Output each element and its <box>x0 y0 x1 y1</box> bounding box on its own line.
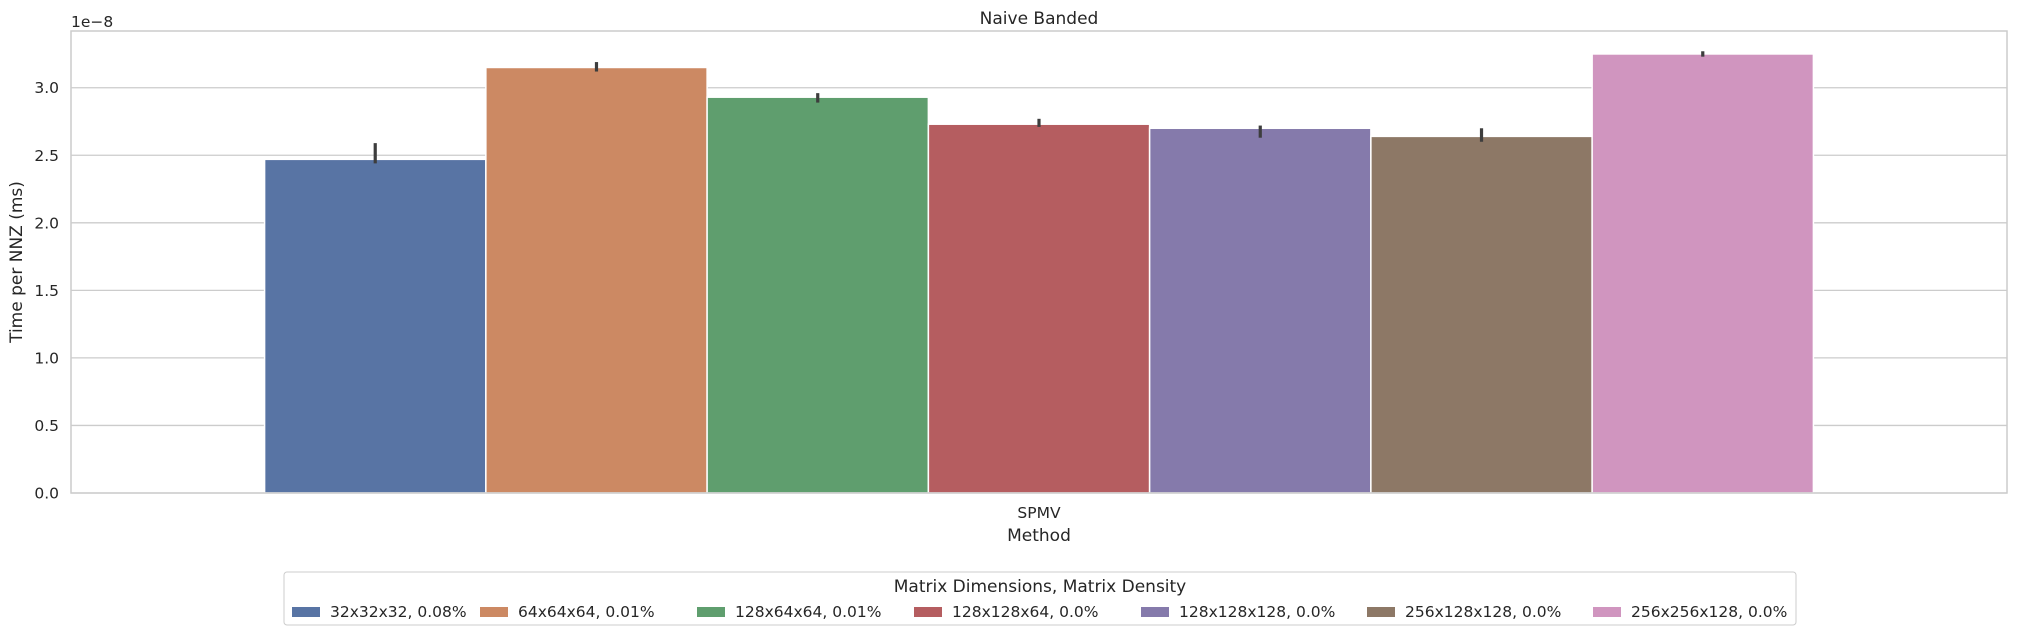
y-tick-label: 1.0 <box>34 349 59 367</box>
legend-swatch <box>1593 607 1621 617</box>
legend-label: 128x64x64, 0.01% <box>735 603 881 621</box>
bar <box>1148 127 1372 494</box>
y-tick-label: 2.0 <box>34 214 59 232</box>
legend-swatch <box>292 607 320 617</box>
bar <box>263 158 487 494</box>
y-tick-label: 2.5 <box>34 147 59 165</box>
y-tick-labels: 0.0 0.5 1.0 1.5 2.0 2.5 3.0 <box>34 79 59 502</box>
legend-label: 128x128x128, 0.0% <box>1179 603 1335 621</box>
legend-label: 256x256x128, 0.0% <box>1631 603 1787 621</box>
legend-label: 32x32x32, 0.08% <box>330 603 467 621</box>
legend-label: 256x128x128, 0.0% <box>1405 603 1561 621</box>
x-tick-labels: SPMV <box>1017 504 1061 522</box>
bar <box>927 123 1151 494</box>
x-tick-label: SPMV <box>1017 504 1061 522</box>
legend-swatch <box>697 607 725 617</box>
legend-box <box>283 571 1797 626</box>
chart-title: Naive Banded <box>980 9 1099 29</box>
legend-label: 64x64x64, 0.01% <box>518 603 655 621</box>
error-bars <box>373 51 1705 164</box>
bars <box>263 53 1815 494</box>
y-tick-label: 0.5 <box>34 417 59 435</box>
plot-frame <box>70 30 2008 494</box>
y-tick-label: 1.5 <box>34 282 59 300</box>
legend-swatch <box>1141 607 1169 617</box>
legend-items: 32x32x32, 0.08% 64x64x64, 0.01% 128x64x64,… <box>292 603 1787 621</box>
legend-swatch <box>914 607 942 617</box>
legend: Matrix Dimensions, Matrix Density 32x32x… <box>283 571 1797 626</box>
bar <box>1370 135 1593 494</box>
legend-title: Matrix Dimensions, Matrix Density <box>894 577 1187 597</box>
bar <box>1591 53 1815 494</box>
legend-label: 128x128x64, 0.0% <box>952 603 1098 621</box>
bar <box>706 96 930 494</box>
y-tick-label: 0.0 <box>34 485 59 503</box>
y-axis-label: Time per NNZ (ms) <box>7 181 27 344</box>
bar <box>485 66 708 494</box>
legend-swatch <box>480 607 508 617</box>
legend-swatch <box>1367 607 1395 617</box>
y-tick-label: 3.0 <box>34 79 59 97</box>
x-axis-label: Method <box>1007 526 1071 546</box>
y-offset-text: 1e−8 <box>71 13 113 31</box>
